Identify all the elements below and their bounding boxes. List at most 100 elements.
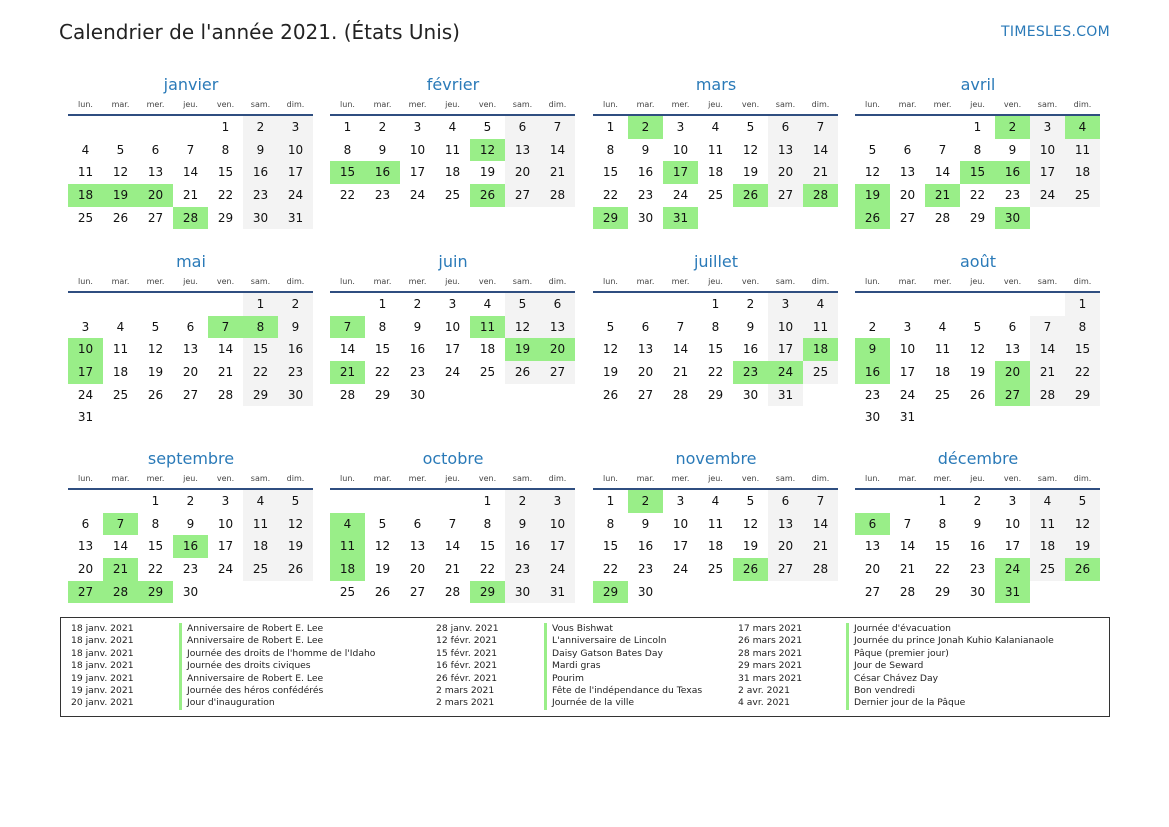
day-cell: 6	[1008, 319, 1017, 334]
day-cell: 19	[374, 562, 391, 577]
holiday-day: 28	[173, 206, 208, 230]
day-cell: 22	[602, 188, 619, 203]
legend-date: 28 janv. 2021	[436, 623, 499, 634]
month-4: mai lun. mar. mer. jeu. ven. sam. dim. 1 2 3 4 5 6 7 8 9…	[68, 251, 314, 429]
day-cell: 11	[707, 142, 724, 157]
day-cell: 9	[641, 516, 650, 531]
legend-holiday-name: Vous Bishwat	[544, 623, 613, 636]
legend-date: 26 mars 2021	[738, 635, 803, 647]
day-cell: 20	[505, 161, 540, 185]
day-cell: 24	[278, 184, 313, 207]
weekday-label: lun.	[603, 100, 618, 109]
day-cell: 25	[1030, 558, 1065, 581]
weekday-label: mar.	[636, 474, 655, 483]
day-cell: 16	[637, 539, 654, 554]
legend-row: 28 janv. 2021 Vous Bishwat	[426, 623, 702, 636]
holiday-day: 9	[855, 338, 890, 362]
day-grid: 1 2 3 4 5 6 7 8 9 10 11 12 13 14 15 16 17 18 19 20 21 22 23 24 2…	[68, 116, 313, 230]
day-cell: 24	[672, 562, 689, 577]
legend-date: 18 janv. 2021	[71, 647, 134, 659]
brand-link[interactable]: TIMESLES.COM	[1001, 24, 1110, 40]
day-cell: 25	[934, 387, 951, 402]
day-cell: 6	[186, 319, 195, 334]
month-name: octobre	[422, 449, 484, 468]
day-cell: 17	[899, 365, 916, 380]
legend-row: 18 janv. 2021 Anniversaire de Robert E. L…	[61, 623, 375, 636]
empty-cell	[663, 293, 698, 316]
day-cell: 28	[540, 184, 575, 207]
day-cell: 13	[77, 539, 94, 554]
empty-cell	[208, 293, 243, 316]
holiday-legend: 18 janv. 2021 Anniversaire de Robert E. L…	[60, 617, 1110, 717]
weekday-label: ven.	[478, 474, 497, 483]
holiday-day: 29	[593, 580, 628, 604]
weekday-label: lun.	[865, 474, 880, 483]
holiday-day: 31	[663, 206, 698, 230]
day-cell: 2	[413, 297, 422, 311]
weekday-label: jeu.	[445, 100, 460, 109]
weekday-header: lun. mar. mer. jeu. ven. sam. dim.	[593, 98, 839, 112]
day-cell: 8	[938, 516, 947, 531]
holiday-day: 16	[855, 361, 890, 384]
weekday-label: mer.	[671, 474, 690, 483]
legend-holiday-name: Journée des droits civiques	[179, 660, 311, 673]
holiday-day: 6	[855, 512, 890, 536]
day-cell: 23	[1004, 188, 1021, 203]
day-cell: 2	[378, 120, 387, 134]
legend-row: 4 avr. 2021 Dernier jour de la Pâque	[728, 697, 1054, 710]
day-cell: 30	[182, 584, 199, 599]
day-cell: 18	[707, 165, 724, 180]
day-cell: 27	[768, 184, 803, 207]
day-cell: 19	[1065, 535, 1100, 559]
day-cell: 18	[479, 342, 496, 357]
day-cell: 8	[711, 319, 720, 334]
day-grid: 1 2 3 4 5 6 7 8 9 10 11 12 13 14 15 16 17 18 19 20 21 22 23 24 2…	[68, 490, 313, 604]
day-cell: 25	[444, 188, 461, 203]
day-cell: 29	[934, 584, 951, 599]
weekday-label: mer.	[146, 277, 165, 286]
weekday-label: dim.	[286, 474, 305, 483]
legend-row: 12 févr. 2021 L'anniversaire de Lincoln	[426, 635, 702, 648]
empty-cell	[173, 293, 208, 316]
empty-cell	[960, 293, 995, 316]
day-cell: 25	[1065, 184, 1100, 207]
weekday-header: lun. mar. mer. jeu. ven. sam. dim.	[68, 472, 314, 486]
day-cell: 21	[803, 535, 838, 559]
weekday-label: mar.	[111, 100, 130, 109]
weekday-label: mer.	[146, 474, 165, 483]
day-cell: 5	[868, 142, 877, 157]
day-cell: 15	[602, 539, 619, 554]
day-cell: 27	[505, 184, 540, 207]
weekday-label: jeu.	[970, 277, 985, 286]
empty-cell	[628, 293, 663, 316]
day-cell: 27	[147, 210, 164, 225]
empty-cell	[103, 490, 138, 513]
weekday-header: lun. mar. mer. jeu. ven. sam. dim.	[330, 472, 576, 486]
day-cell: 19	[479, 165, 496, 180]
header-rule	[68, 114, 313, 116]
day-cell: 7	[540, 116, 575, 139]
day-cell: 4	[243, 490, 278, 513]
weekday-label: lun.	[340, 474, 355, 483]
day-cell: 6	[768, 490, 803, 513]
day-cell: 2	[278, 293, 313, 316]
day-cell: 21	[1030, 361, 1065, 384]
empty-cell	[365, 490, 400, 513]
weekday-label: mar.	[636, 100, 655, 109]
header-rule	[330, 114, 575, 116]
day-cell: 27	[409, 584, 426, 599]
page-title: Calendrier de l'année 2021. (États Unis)	[59, 20, 460, 44]
day-cell: 13	[899, 165, 916, 180]
day-cell: 10	[672, 142, 689, 157]
weekday-label: ven.	[741, 277, 760, 286]
day-cell: 21	[217, 365, 234, 380]
weekday-label: dim.	[286, 277, 305, 286]
holiday-day: 19	[103, 184, 138, 207]
day-cell: 14	[803, 512, 838, 536]
holiday-day: 21	[103, 558, 138, 581]
day-cell: 27	[540, 361, 575, 384]
day-cell: 24	[77, 387, 94, 402]
day-cell: 19	[742, 539, 759, 554]
weekday-label: mar.	[373, 277, 392, 286]
day-grid: 1 2 3 4 5 6 7 8 9 10 11 12 13 14 15 16 17 18 19 20 21 22 23 24 2…	[68, 293, 313, 429]
